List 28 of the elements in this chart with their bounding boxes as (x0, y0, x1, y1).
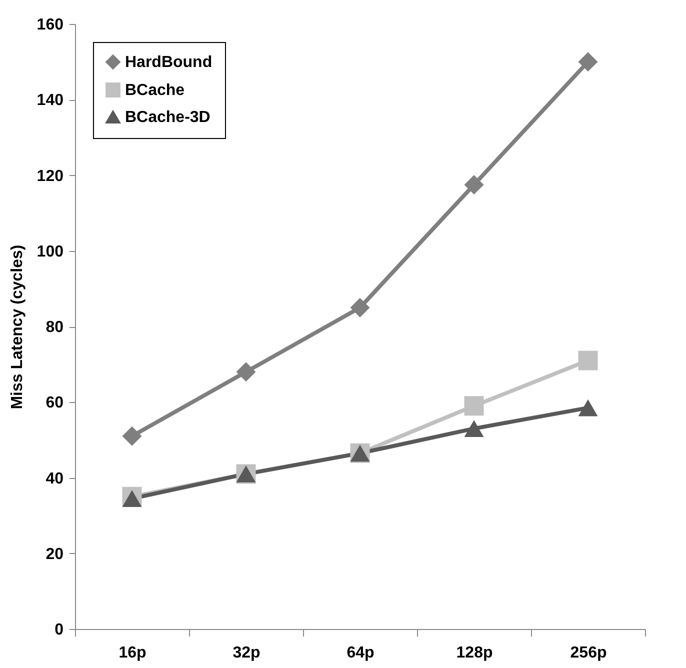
x-tick-label: 256p (570, 644, 607, 662)
y-tick-label: 160 (36, 16, 64, 34)
legend-label: BCache (125, 82, 185, 99)
y-tick-label: 60 (46, 394, 64, 412)
y-tick-label: 140 (36, 92, 64, 110)
y-tick-label: 100 (36, 243, 64, 260)
x-tick-label: 64p (346, 644, 375, 662)
x-tick-label: 16p (118, 644, 147, 662)
x-tick-label: 32p (232, 644, 261, 662)
legend-label: BCache-3D (125, 109, 210, 126)
y-tick-label: 40 (46, 470, 64, 488)
y-tick-label: 80 (46, 319, 64, 336)
point (464, 420, 484, 438)
point (464, 396, 484, 416)
point (350, 298, 370, 318)
y-tick-label: 0 (54, 622, 64, 638)
point (578, 350, 598, 370)
point (236, 362, 256, 382)
y-tick-label: 20 (46, 546, 64, 563)
x-tick-label: 128p (456, 644, 493, 662)
point (122, 426, 142, 446)
point (578, 52, 598, 72)
y-tick-label: 120 (36, 168, 64, 185)
y-axis-title: Miss Latency (cycles) (8, 244, 26, 410)
legend-label: HardBound (125, 54, 212, 71)
point (464, 174, 484, 194)
point (122, 490, 142, 507)
point (578, 399, 598, 416)
